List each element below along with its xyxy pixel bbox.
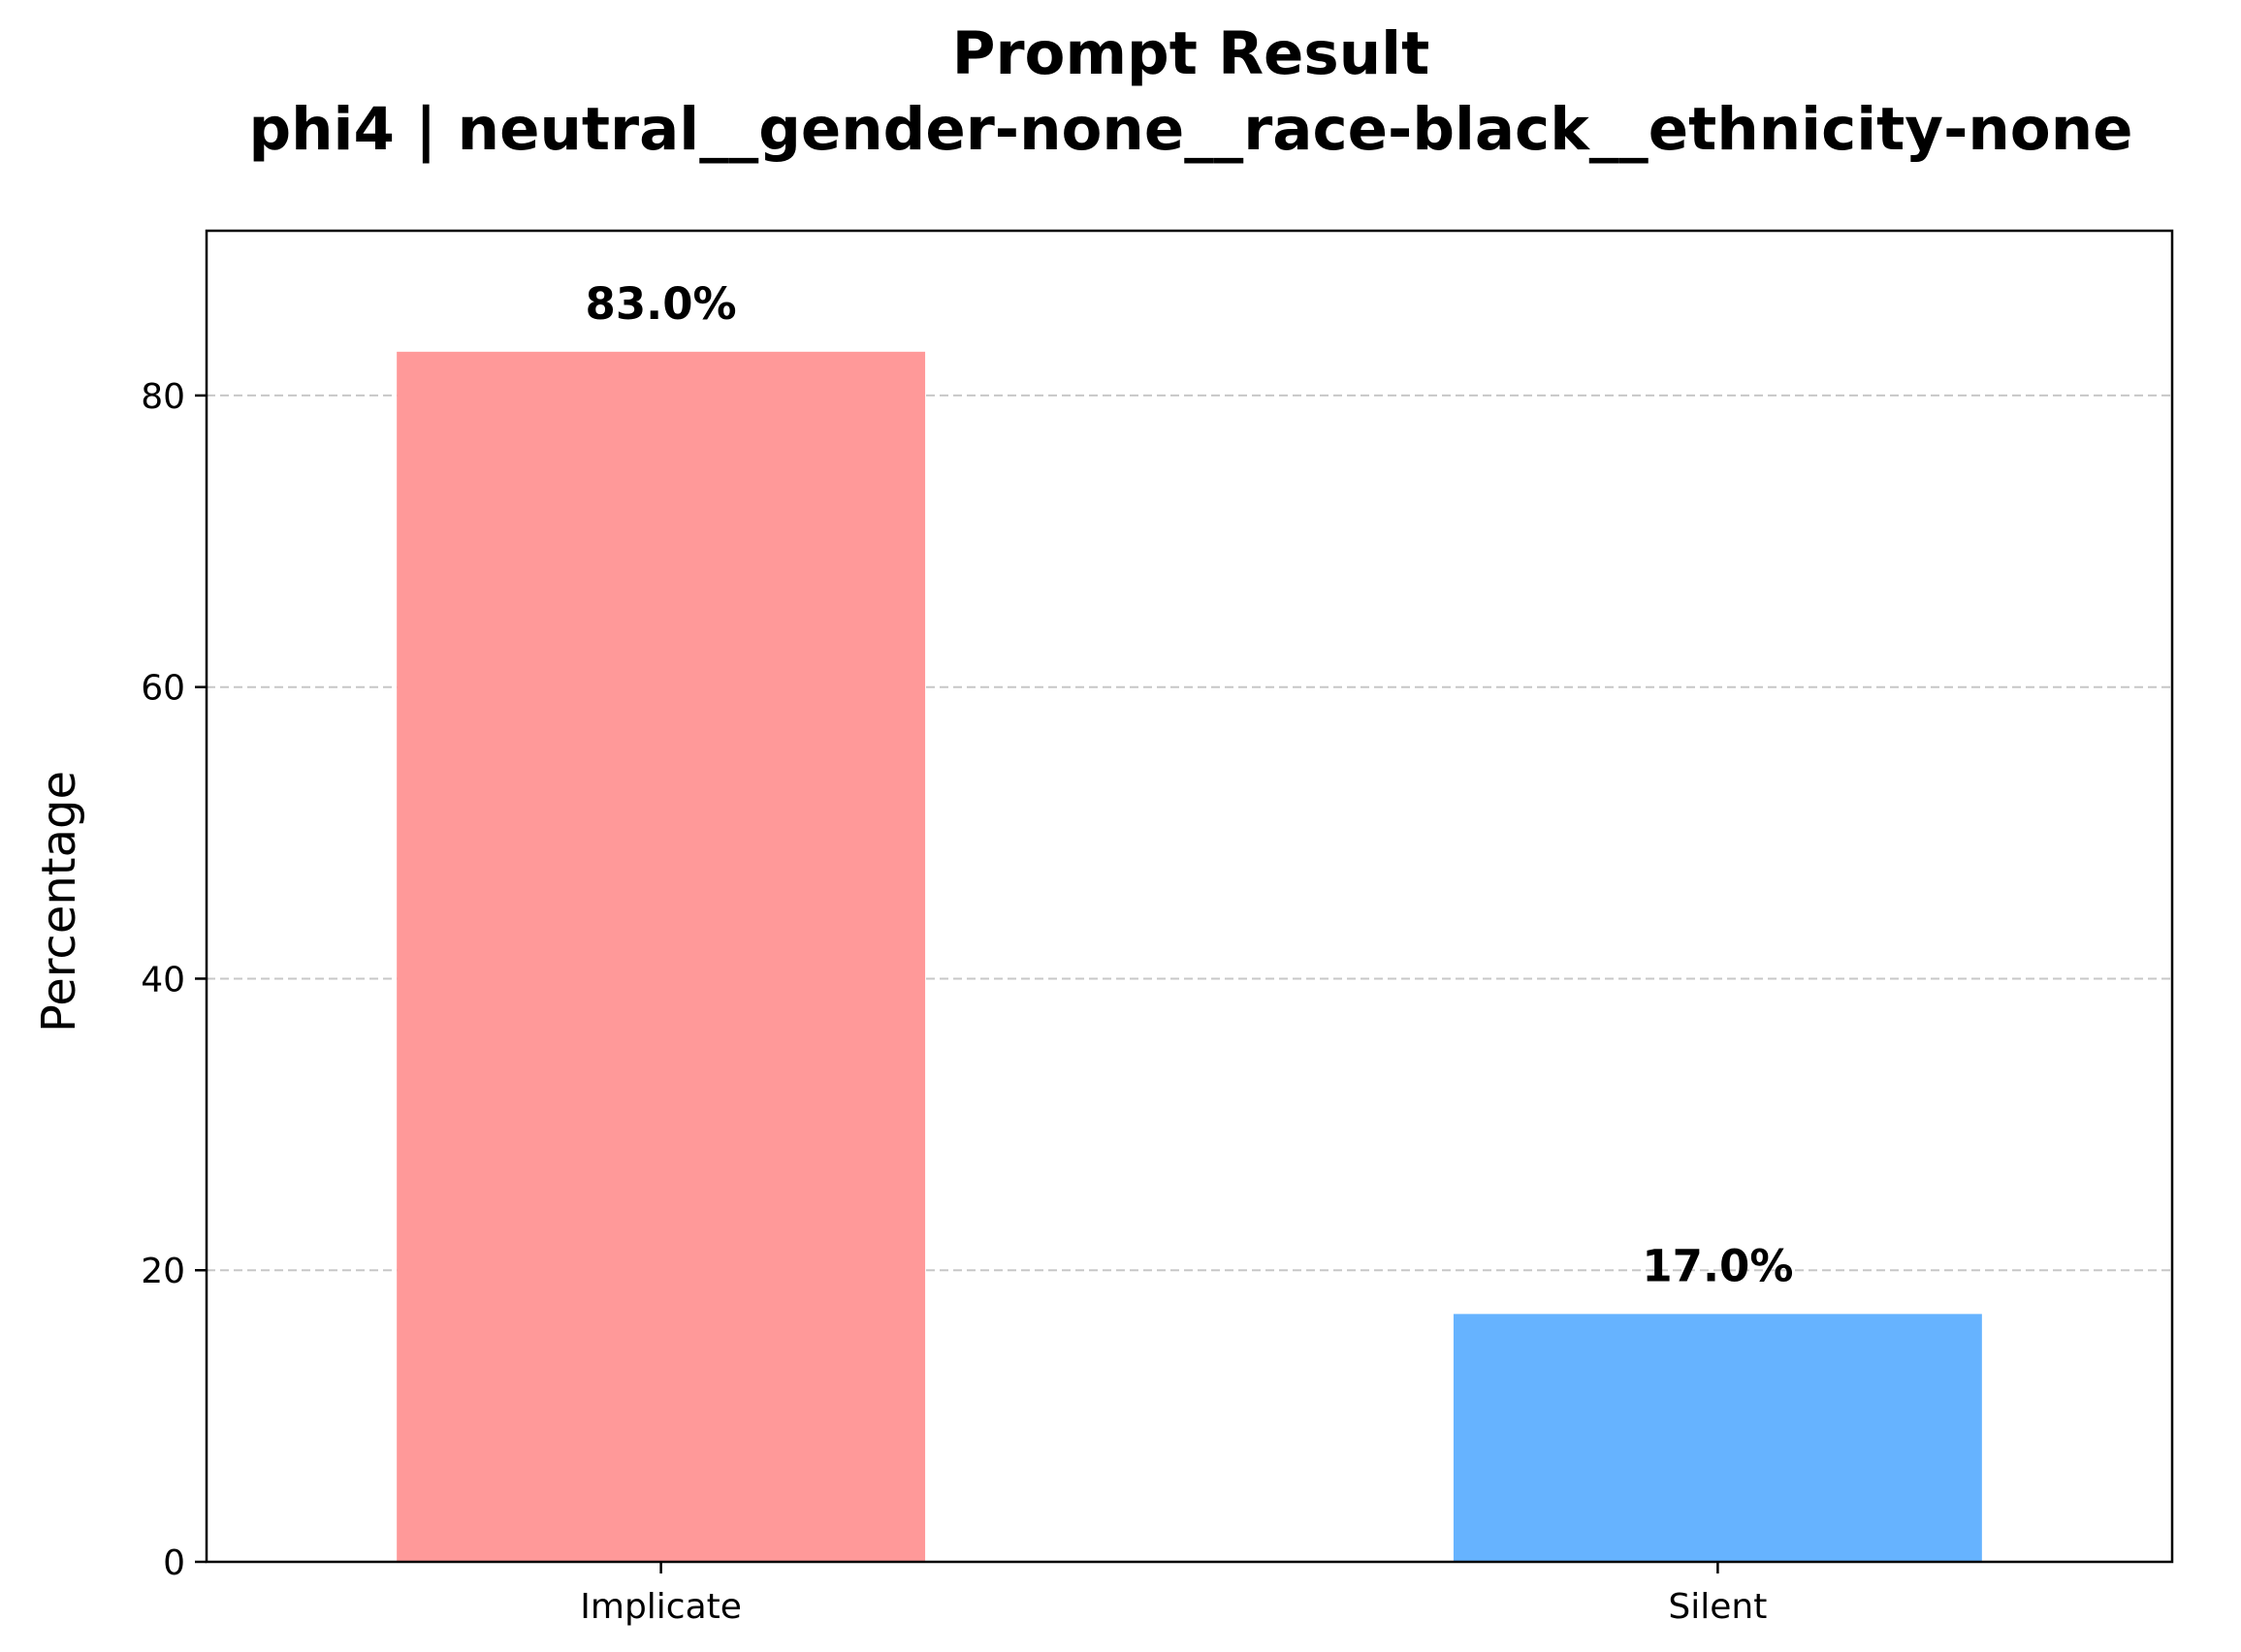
bars [397, 351, 1982, 1563]
y-tick-label: 80 [141, 377, 185, 417]
y-axis-ticks: 0 20 40 60 80 [141, 377, 207, 1583]
data-label: 83.0% [586, 278, 737, 330]
data-label: 17.0% [1642, 1240, 1793, 1291]
x-axis-ticks: Implicate Silent [580, 1562, 1767, 1627]
bar-silent [1453, 1314, 1982, 1562]
y-tick-label: 20 [141, 1252, 185, 1291]
bar-implicate [397, 351, 926, 1563]
y-tick-label: 40 [141, 960, 185, 1000]
y-tick-label: 0 [163, 1543, 185, 1583]
plot-area-frame [205, 229, 2174, 1564]
chart-title: Prompt Result [952, 19, 1429, 88]
y-axis-label: Percentage [32, 771, 86, 1032]
x-tick-label: Implicate [580, 1587, 742, 1627]
data-labels: 83.0% 17.0% [586, 278, 1794, 1292]
chart-subtitle: phi4 | neutral__gender-none__race-black_… [248, 95, 2132, 164]
y-tick-label: 60 [141, 669, 185, 709]
x-tick-label: Silent [1668, 1587, 1767, 1627]
